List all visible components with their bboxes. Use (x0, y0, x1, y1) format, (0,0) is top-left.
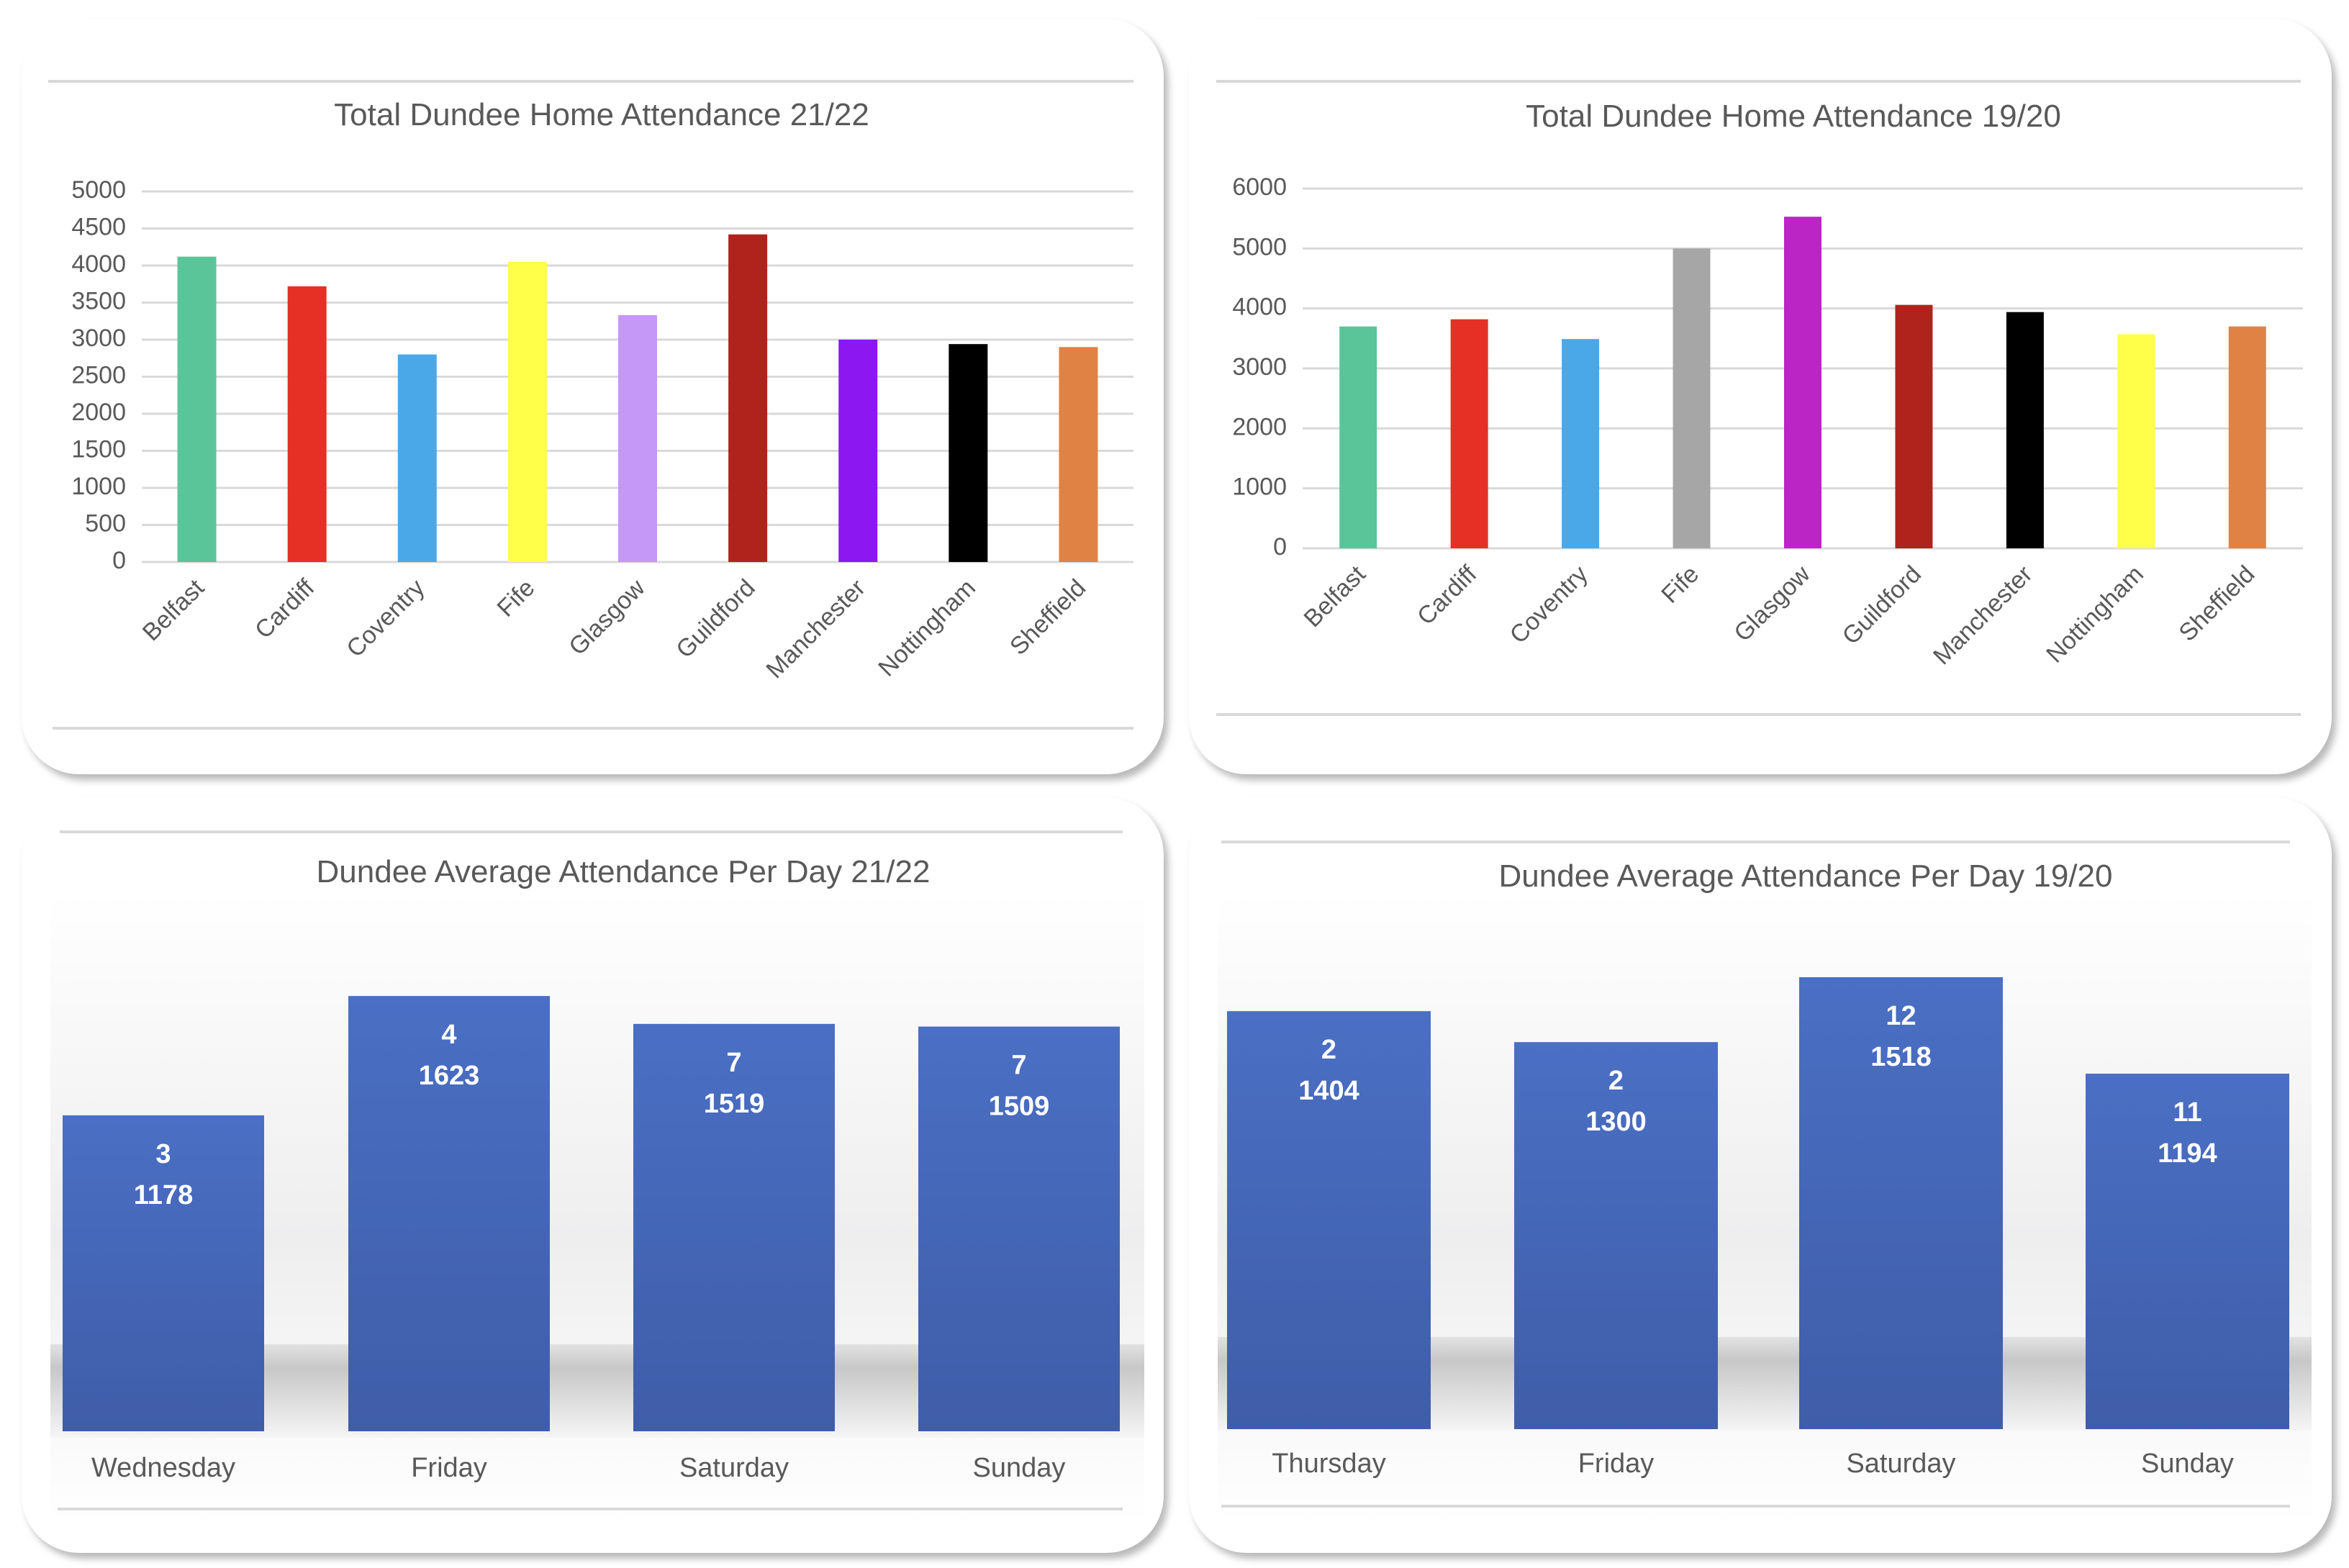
y-tick-label: 3500 (71, 287, 126, 314)
x-category-label: Sunday (2141, 1449, 2234, 1479)
chart-title: Total Dundee Home Attendance 19/20 (1526, 99, 2061, 134)
bar-wednesday (63, 1115, 264, 1431)
y-tick-label: 1000 (71, 473, 126, 500)
bar-guildford (728, 234, 768, 562)
y-tick-label: 4500 (71, 213, 126, 240)
bar-sunday (918, 1026, 1120, 1431)
x-category-label: Fife (1656, 561, 1704, 609)
bar-guildford (1895, 304, 1933, 548)
x-category-label: Cardiff (1412, 560, 1483, 630)
bar-friday (348, 996, 550, 1431)
x-category-label: Thursday (1272, 1449, 1385, 1479)
x-category-label: Saturday (1846, 1449, 1955, 1479)
y-tick-label: 2000 (71, 399, 126, 426)
bar-manchester (2006, 312, 2044, 548)
x-category-label: Nottingham (2041, 561, 2149, 669)
x-category-label: Saturday (679, 1453, 789, 1483)
y-tick-label: 1500 (71, 435, 126, 463)
x-category-label: Coventry (1505, 561, 1593, 649)
y-tick-label: 2000 (1232, 413, 1287, 440)
data-label-games: 2 (1321, 1035, 1336, 1065)
data-label-attendance: 1194 (2158, 1138, 2217, 1169)
bar-sunday (2086, 1074, 2289, 1429)
bar-manchester (838, 340, 878, 562)
bar-saturday (633, 1023, 835, 1431)
bar-belfast (177, 256, 217, 562)
x-category-label: Coventry (341, 574, 430, 663)
y-tick-label: 0 (1273, 533, 1287, 561)
chart-title: Total Dundee Home Attendance 21/22 (334, 97, 869, 132)
data-label-games: 4 (441, 1020, 456, 1050)
data-label-attendance: 1300 (1585, 1107, 1647, 1137)
data-label-games: 12 (1886, 1001, 1916, 1031)
x-category-label: Cardiff (250, 574, 320, 644)
y-tick-label: 0 (112, 547, 126, 574)
data-label-games: 11 (2173, 1097, 2201, 1128)
y-tick-label: 2500 (71, 361, 126, 389)
bar-thursday (1227, 1011, 1431, 1429)
chart-card-avg-per-day-2122: Dundee Average Attendance Per Day 21/22 … (22, 797, 1164, 1553)
x-category-label: Manchester (761, 574, 870, 684)
x-category-label: Sheffield (1005, 574, 1091, 661)
x-category-label: Guildford (671, 574, 760, 663)
y-tick-label: 5000 (71, 176, 126, 204)
y-tick-label: 4000 (71, 250, 126, 278)
bar-cardiff (287, 286, 327, 562)
chart-title: Dundee Average Attendance Per Day 19/20 (1499, 858, 2113, 894)
chart-avg-per-day-2122: Dundee Average Attendance Per Day 21/22 … (50, 830, 1144, 1524)
x-category-label: Wednesday (91, 1453, 235, 1483)
bar-fife (1673, 248, 1711, 548)
bar-saturday (1799, 977, 2003, 1429)
x-category-label: Sunday (973, 1453, 1066, 1483)
y-tick-label: 1000 (1232, 473, 1287, 501)
x-category-label: Friday (411, 1453, 487, 1483)
chart-avg-per-day-1920: Dundee Average Attendance Per Day 19/20 … (1218, 840, 2312, 1524)
x-category-label: Nottingham (873, 574, 981, 682)
data-label-attendance: 1518 (1870, 1042, 1932, 1072)
y-tick-label: 500 (85, 509, 126, 537)
chart-card-home-attendance-1920: Total Dundee Home Attendance 19/20 0 1000… (1189, 19, 2332, 774)
bar-friday (1514, 1042, 1718, 1429)
bar-nottingham (949, 344, 988, 562)
chart-card-avg-per-day-1920: Dundee Average Attendance Per Day 19/20 … (1189, 797, 2332, 1553)
y-tick-label: 4000 (1232, 294, 1287, 321)
data-label-games: 7 (1011, 1051, 1026, 1081)
bar-glasgow (618, 315, 657, 562)
bar-fife (507, 261, 547, 562)
data-label-attendance: 1404 (1298, 1076, 1359, 1106)
chart-title: Dundee Average Attendance Per Day 21/22 (317, 854, 931, 889)
data-label-attendance: 1623 (419, 1061, 480, 1091)
bar-belfast (1339, 326, 1377, 548)
bar-coventry (1562, 339, 1600, 548)
data-label-attendance: 1519 (704, 1089, 765, 1119)
x-category-label: Sheffield (2173, 561, 2260, 647)
bar-sheffield (2228, 326, 2266, 548)
data-label-games: 7 (726, 1048, 741, 1078)
y-tick-label: 5000 (1232, 233, 1287, 260)
x-category-label: Guildford (1837, 561, 1927, 650)
bar-nottingham (2117, 334, 2155, 548)
chart-home-attendance-2122: Total Dundee Home Attendance 21/22 0 500 1… (48, 80, 1133, 730)
bar-coventry (397, 354, 437, 562)
y-tick-label: 6000 (1232, 173, 1287, 201)
y-tick-label: 3000 (1232, 353, 1287, 381)
x-category-label: Glasgow (1729, 560, 1816, 647)
x-category-label: Belfast (1299, 560, 1372, 633)
bar-sheffield (1059, 347, 1098, 562)
data-label-attendance: 1509 (989, 1092, 1050, 1122)
chart-home-attendance-1920: Total Dundee Home Attendance 19/20 0 1000… (1216, 80, 2303, 716)
x-category-label: Glasgow (564, 574, 651, 661)
chart-card-home-attendance-2122: Total Dundee Home Attendance 21/22 0 500 1… (22, 19, 1164, 774)
x-category-label: Fife (492, 574, 540, 622)
bar-glasgow (1784, 217, 1821, 548)
x-category-label: Friday (1578, 1449, 1655, 1479)
bar-cardiff (1450, 319, 1488, 548)
data-label-attendance: 1178 (134, 1180, 193, 1210)
data-label-games: 3 (155, 1139, 171, 1169)
y-tick-label: 3000 (71, 325, 126, 352)
data-label-games: 2 (1608, 1066, 1624, 1096)
x-category-label: Manchester (1928, 561, 2037, 670)
x-category-label: Belfast (137, 574, 210, 646)
